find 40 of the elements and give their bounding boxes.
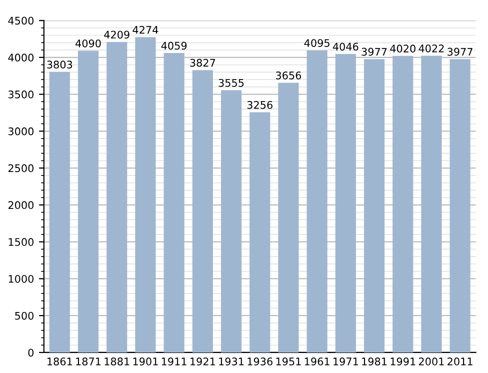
data-label: 4020	[390, 44, 416, 53]
data-label: 3803	[47, 60, 72, 69]
x-tick-label: 1951	[276, 358, 301, 366]
x-tick-label: 1861	[48, 358, 72, 366]
x-tick-label: 1961	[304, 358, 330, 366]
data-label: 4209	[104, 30, 130, 39]
data-label: 4059	[161, 42, 187, 50]
y-tick-label: 3500	[8, 90, 34, 98]
data-label: 3977	[362, 48, 387, 56]
y-tick-label: 1000	[8, 274, 34, 283]
x-tick-label: 1936	[248, 358, 272, 366]
x-tick-label: 1971	[334, 358, 358, 366]
x-tick-label: 1871	[76, 358, 101, 366]
y-tick-label: 2000	[8, 201, 34, 210]
x-tick-label: 1881	[104, 358, 130, 366]
y-tick-label: 3000	[8, 127, 34, 136]
y-tick-label: 4000	[8, 54, 34, 62]
x-tick-label: 2001	[418, 358, 444, 366]
y-tick-label: 2500	[8, 164, 34, 172]
y-tick-label: 0	[28, 348, 34, 357]
data-label: 4095	[304, 39, 330, 47]
x-tick-label: 2011	[448, 358, 472, 366]
x-tick-label: 1921	[190, 358, 215, 366]
data-label: 3977	[448, 48, 472, 56]
y-tick-label: 1500	[8, 238, 34, 246]
data-label: 4090	[76, 39, 101, 48]
data-label: 4274	[132, 26, 158, 34]
data-label: 3256	[247, 101, 272, 109]
y-tick-label: 4500	[8, 16, 34, 25]
x-tick-label: 1931	[219, 358, 244, 366]
x-tick-label: 1911	[162, 358, 186, 366]
x-tick-label: 1981	[362, 358, 387, 366]
y-tick-label: 500	[15, 312, 34, 320]
data-label: 4046	[332, 42, 358, 51]
x-tick-label: 1901	[133, 358, 158, 366]
data-label: 3827	[190, 58, 216, 67]
data-label: 4022	[418, 44, 444, 52]
data-label: 3656	[276, 71, 302, 80]
x-tick-label: 1991	[390, 358, 416, 366]
data-label: 3555	[218, 78, 244, 87]
